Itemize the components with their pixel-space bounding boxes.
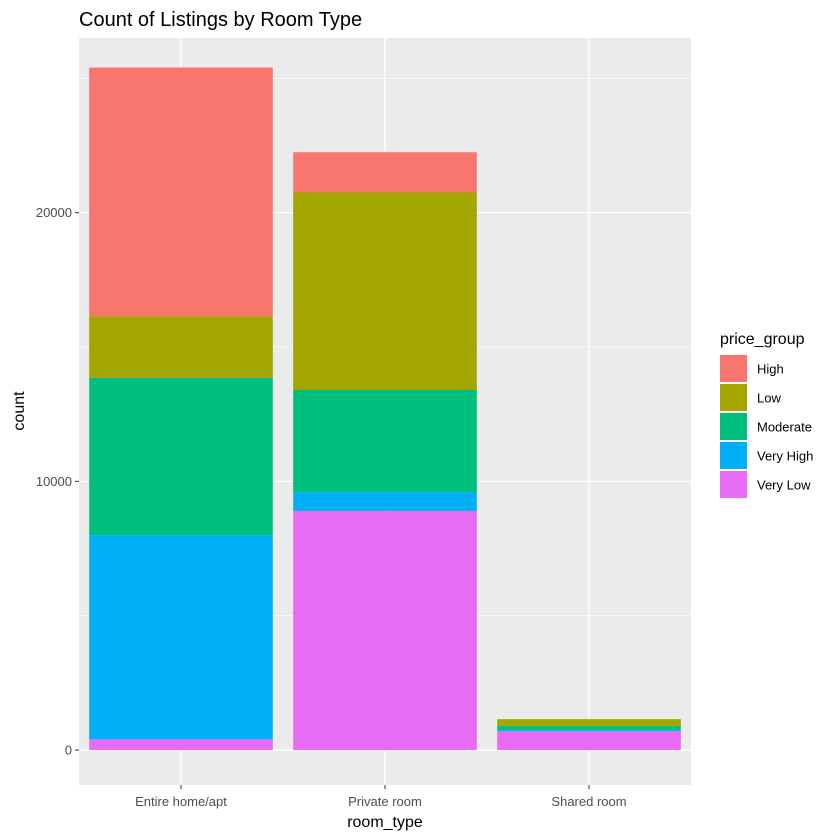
bar-moderate: [293, 390, 477, 493]
x-tick-label: Private room: [348, 794, 422, 809]
bar-moderate: [497, 725, 681, 730]
bar-very-low: [293, 510, 477, 751]
legend-label: High: [757, 362, 784, 377]
y-tick-label: 20000: [36, 205, 72, 220]
bar-very-low: [89, 739, 273, 751]
y-tick-label: 0: [65, 743, 72, 758]
legend-label: Very Low: [757, 478, 811, 493]
bars: [89, 67, 681, 751]
legend-swatch-high: [720, 355, 747, 382]
x-axis: Entire home/apt Private room Shared room: [135, 785, 627, 809]
legend-title: price_group: [720, 331, 805, 348]
x-axis-title: room_type: [347, 814, 423, 831]
chart-title: Count of Listings by Room Type: [79, 9, 362, 31]
y-axis: 0 10000 20000: [36, 205, 79, 758]
bar-high: [89, 67, 273, 317]
legend: price_group High Low Moderate Very High Very…: [720, 331, 813, 498]
legend-swatch-very-high: [720, 442, 747, 469]
bar-moderate: [89, 377, 273, 536]
bar-very-high: [497, 729, 681, 732]
y-axis-title: count: [11, 391, 28, 431]
legend-label: Low: [757, 391, 781, 406]
legend-swatch-moderate: [720, 413, 747, 440]
x-tick-label: Entire home/apt: [135, 794, 227, 809]
bar-low: [293, 192, 477, 391]
legend-label: Moderate: [757, 420, 812, 435]
bar-high: [293, 152, 477, 193]
y-tick-label: 10000: [36, 474, 72, 489]
x-tick-label: Shared room: [551, 794, 626, 809]
legend-items: High Low Moderate Very High Very Low: [720, 355, 813, 498]
bar-low: [497, 719, 681, 726]
legend-label: Very High: [757, 449, 813, 464]
legend-swatch-low: [720, 384, 747, 411]
bar-very-high: [293, 492, 477, 511]
bar-very-low: [497, 731, 681, 751]
bar-very-high: [89, 535, 273, 740]
bar-low: [89, 316, 273, 378]
legend-swatch-very-low: [720, 471, 747, 498]
